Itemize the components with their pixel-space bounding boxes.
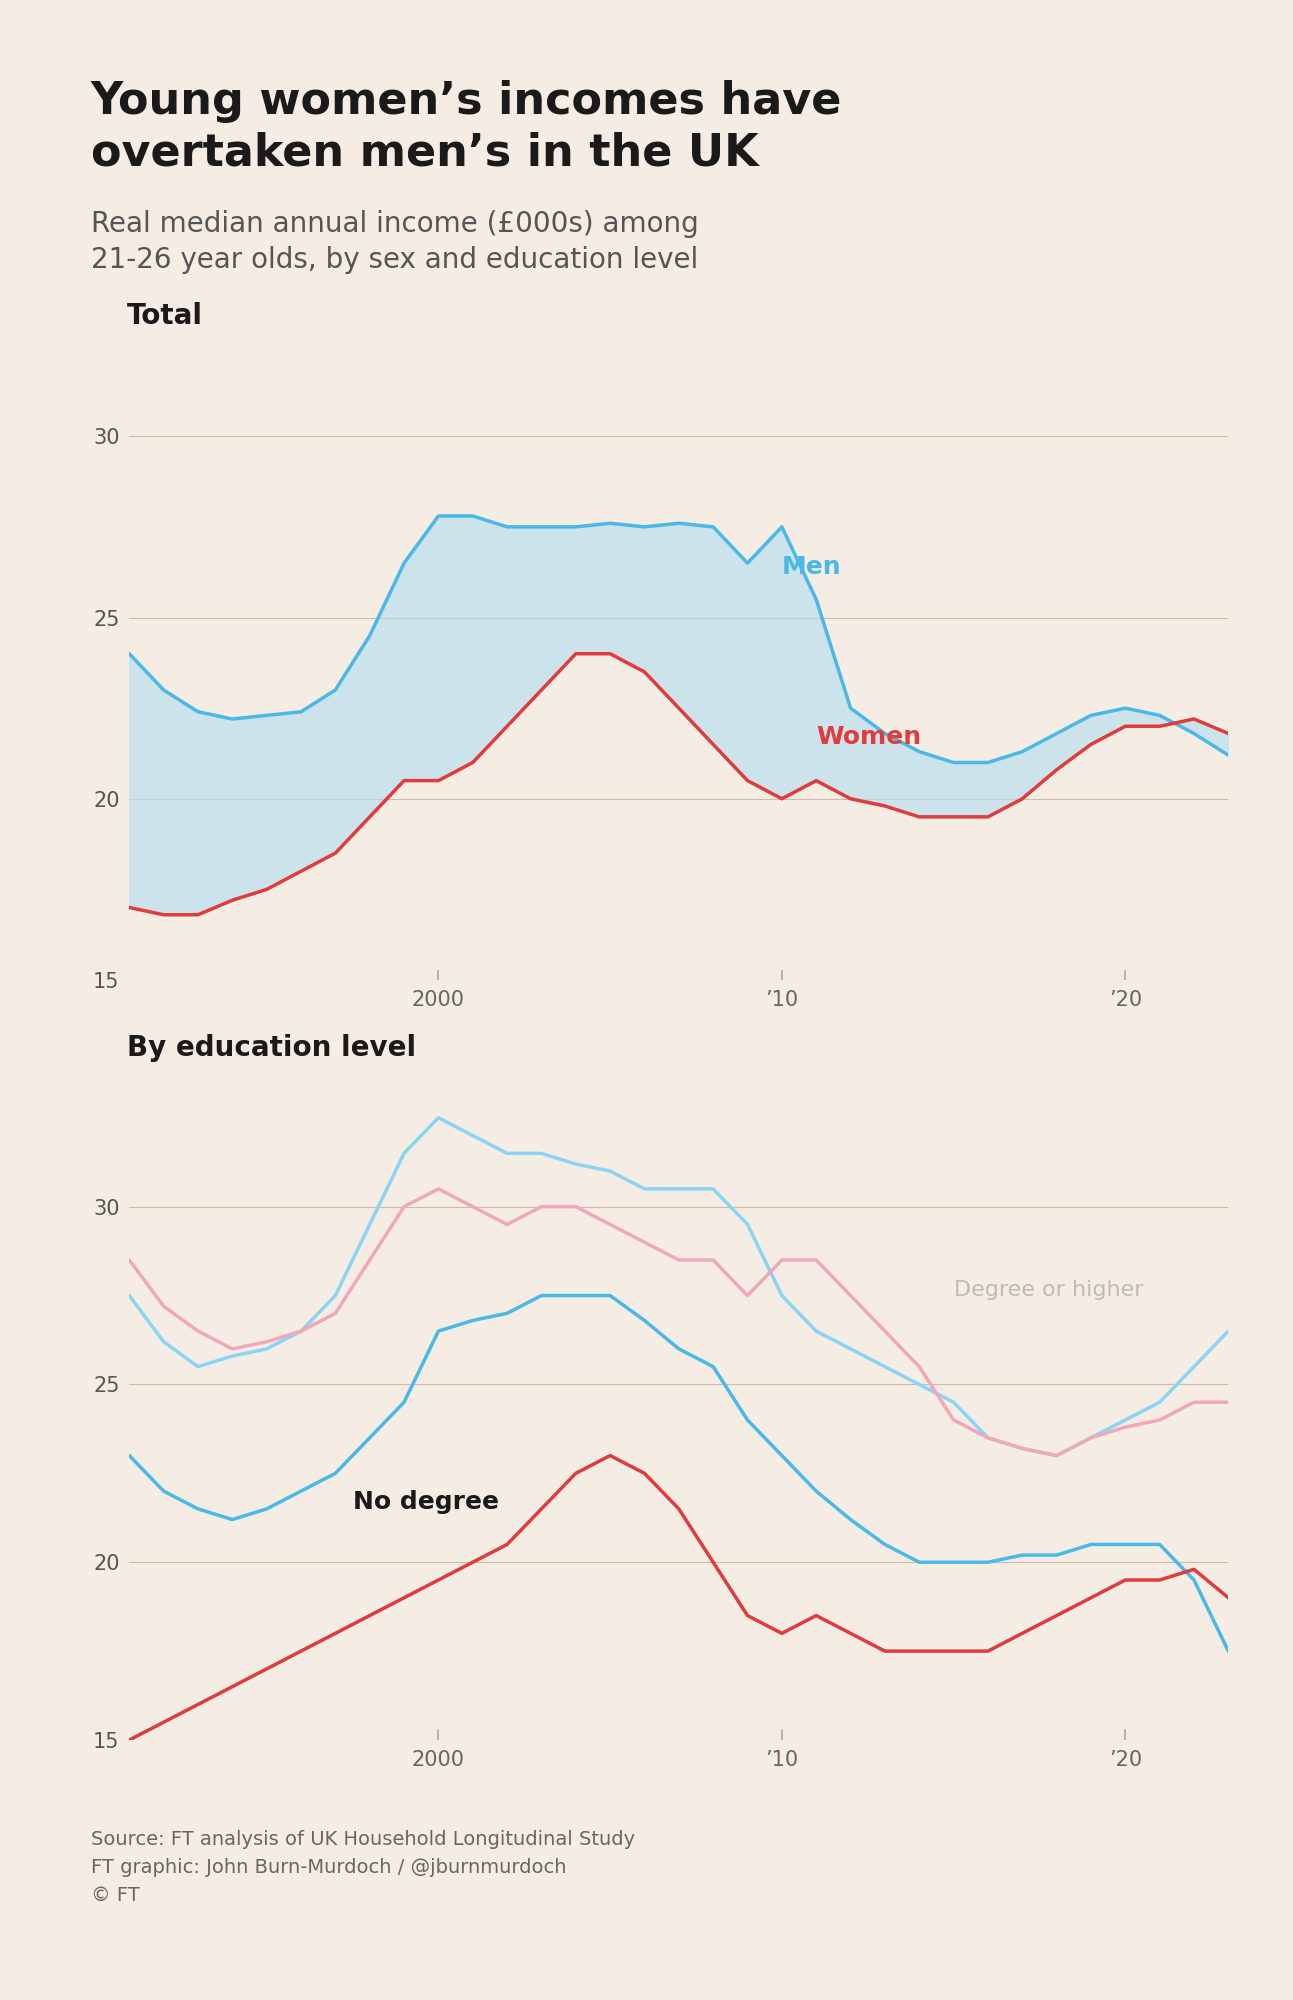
Text: No degree: No degree <box>353 1490 499 1514</box>
Text: Women: Women <box>816 726 922 750</box>
Text: Total: Total <box>127 302 203 330</box>
Text: By education level: By education level <box>127 1034 416 1062</box>
Text: Source: FT analysis of UK Household Longitudinal Study
FT graphic: John Burn-Mur: Source: FT analysis of UK Household Long… <box>91 1830 635 1904</box>
Text: Men: Men <box>782 554 842 580</box>
Text: Real median annual income (£000s) among
21-26 year olds, by sex and education le: Real median annual income (£000s) among … <box>91 210 698 274</box>
Text: Young women’s incomes have
overtaken men’s in the UK: Young women’s incomes have overtaken men… <box>91 80 842 174</box>
Text: Degree or higher: Degree or higher <box>954 1280 1143 1300</box>
